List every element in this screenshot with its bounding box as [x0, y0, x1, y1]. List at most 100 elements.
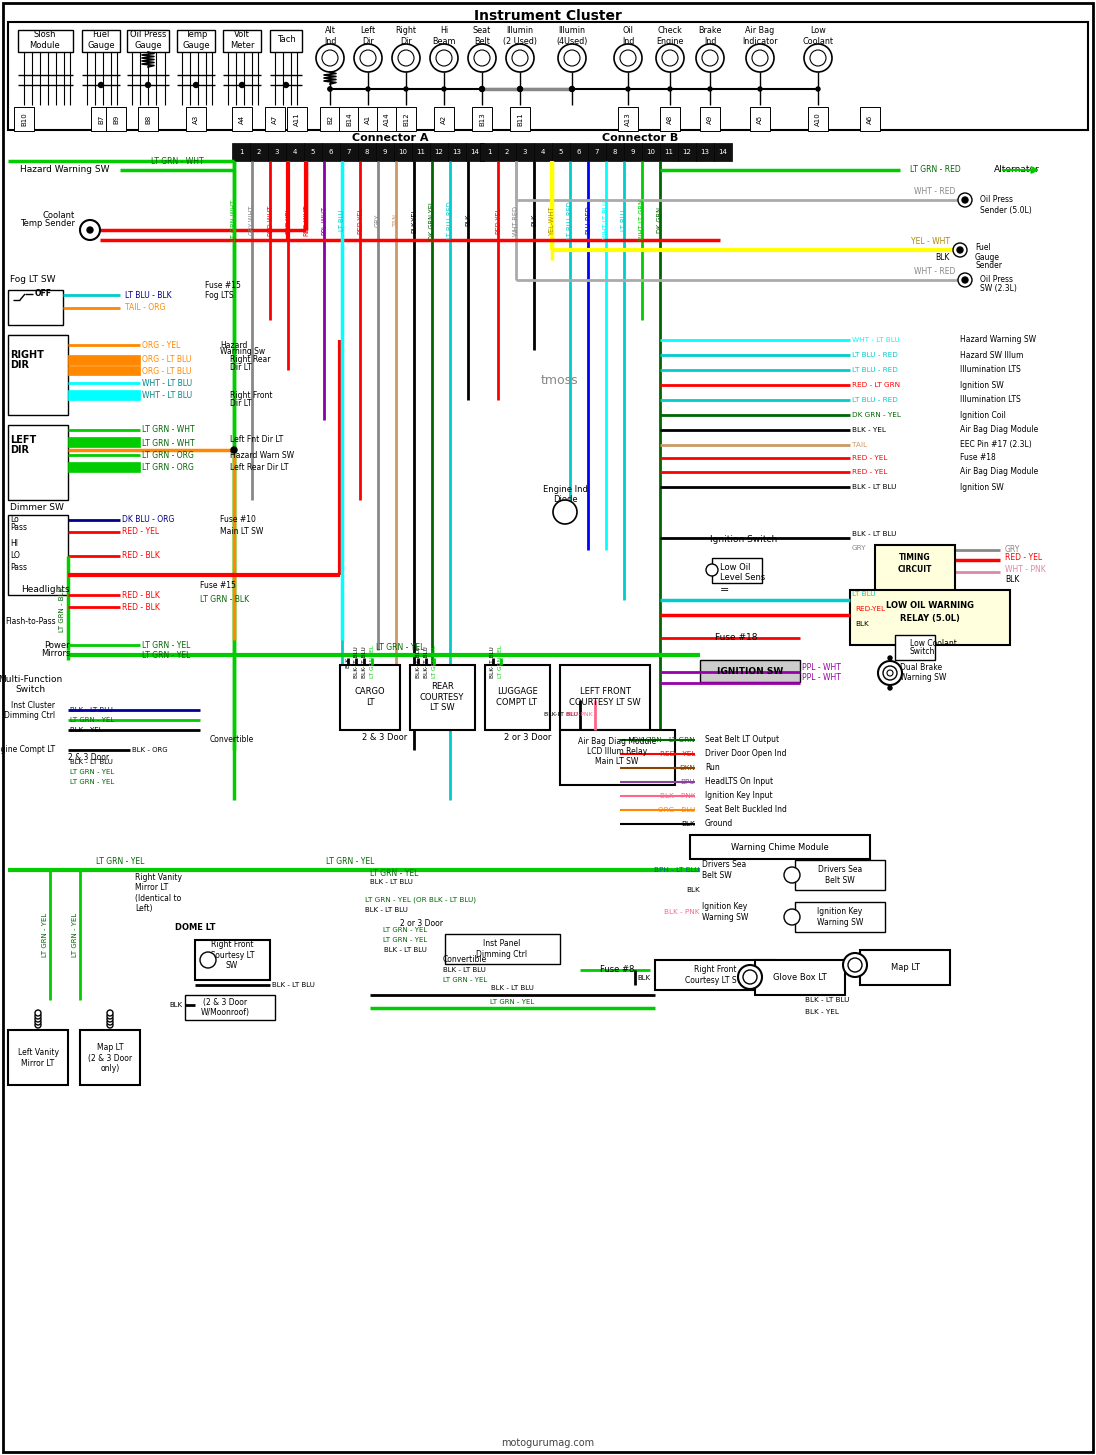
Bar — [655, 960, 775, 989]
Circle shape — [99, 83, 103, 87]
Text: Fog LT SW: Fog LT SW — [10, 275, 56, 285]
Circle shape — [708, 87, 712, 92]
Circle shape — [888, 685, 892, 690]
Text: RED-YEL: RED-YEL — [357, 207, 363, 234]
Text: OFF: OFF — [35, 290, 52, 298]
Text: 2: 2 — [256, 148, 261, 156]
Text: PPL - WHT: PPL - WHT — [802, 674, 841, 682]
Text: Low Coolant: Low Coolant — [910, 639, 957, 647]
Text: BLK - LT BLU: BLK - LT BLU — [365, 906, 408, 912]
Circle shape — [883, 666, 897, 679]
Circle shape — [392, 44, 420, 71]
Text: LT BLU-RED: LT BLU-RED — [447, 201, 453, 239]
Text: Convertible: Convertible — [210, 735, 254, 745]
Text: Warning Chime Module: Warning Chime Module — [731, 842, 829, 851]
Text: 12: 12 — [683, 148, 692, 156]
Circle shape — [473, 49, 490, 65]
Text: Pass: Pass — [10, 524, 27, 533]
Text: Tach: Tach — [276, 35, 296, 45]
Text: LCD Illum Relay: LCD Illum Relay — [586, 748, 647, 757]
Text: Left): Left) — [135, 904, 152, 912]
Text: Fuse #18: Fuse #18 — [960, 454, 996, 463]
Text: BLK: BLK — [1005, 576, 1019, 585]
Bar — [68, 367, 140, 375]
Bar — [186, 108, 206, 131]
Text: DIR: DIR — [10, 445, 28, 455]
Text: Seat Belt LT Output: Seat Belt LT Output — [705, 735, 779, 745]
Text: Power: Power — [44, 640, 70, 649]
Text: Left Vanity
Mirror LT: Left Vanity Mirror LT — [18, 1048, 58, 1068]
Text: BLK-LT BLU: BLK-LT BLU — [491, 646, 495, 678]
Text: LT GRN - ORG: LT GRN - ORG — [142, 451, 194, 460]
Text: LT GRN-YEL: LT GRN-YEL — [499, 646, 503, 678]
Bar — [410, 665, 475, 730]
Bar — [68, 355, 140, 365]
Text: 12: 12 — [434, 148, 444, 156]
Text: BLK: BLK — [637, 975, 650, 981]
Text: 9: 9 — [631, 148, 636, 156]
Text: BLK - LT BLU: BLK - LT BLU — [852, 485, 897, 490]
Text: B2: B2 — [327, 115, 333, 124]
Text: LEFT FRONT
COURTESY LT SW: LEFT FRONT COURTESY LT SW — [569, 687, 641, 707]
Circle shape — [322, 49, 338, 65]
Bar — [304, 143, 322, 162]
Text: LT GRN - YEL: LT GRN - YEL — [70, 770, 114, 776]
Text: LT GRN - YEL: LT GRN - YEL — [70, 778, 114, 786]
Text: 5: 5 — [311, 148, 316, 156]
Circle shape — [564, 49, 580, 65]
Bar — [270, 31, 302, 52]
Text: Drivers Sea
Belt SW: Drivers Sea Belt SW — [818, 866, 863, 885]
Text: 3: 3 — [275, 148, 279, 156]
Bar — [560, 665, 650, 730]
Text: DK GRN - YEL: DK GRN - YEL — [852, 412, 901, 418]
Text: A2: A2 — [441, 115, 447, 124]
Circle shape — [480, 86, 484, 92]
Bar — [624, 143, 642, 162]
Text: (Identical to: (Identical to — [135, 893, 181, 902]
Text: LO: LO — [10, 550, 20, 560]
Text: DKN: DKN — [680, 765, 695, 771]
Text: BLK - YEL: BLK - YEL — [852, 426, 886, 434]
Text: 11: 11 — [664, 148, 674, 156]
Text: Headlights: Headlights — [22, 585, 70, 595]
Bar — [322, 143, 340, 162]
Text: DK GRN: DK GRN — [657, 207, 663, 233]
Text: RED - YEL: RED - YEL — [852, 455, 888, 461]
Text: BLK - LT BLU: BLK - LT BLU — [70, 760, 113, 765]
Text: B7: B7 — [98, 115, 104, 124]
Text: Brake
Ind: Brake Ind — [698, 26, 721, 45]
Text: motogurumag.com: motogurumag.com — [502, 1438, 594, 1448]
Text: WHT - RED: WHT - RED — [914, 188, 955, 196]
Text: LT GRN - YEL: LT GRN - YEL — [95, 857, 145, 867]
Text: BLK - ORG: BLK - ORG — [132, 746, 168, 754]
Circle shape — [738, 965, 762, 989]
Text: A13: A13 — [625, 112, 631, 127]
Text: Sender: Sender — [975, 262, 1002, 271]
Text: B13: B13 — [479, 112, 486, 127]
Bar — [269, 143, 286, 162]
Text: Low Oil: Low Oil — [720, 563, 751, 572]
Text: RED-WHT: RED-WHT — [267, 204, 273, 236]
Bar — [516, 143, 534, 162]
Text: RED - YEL: RED - YEL — [122, 528, 159, 537]
Text: BLK: BLK — [345, 656, 351, 668]
Text: Pass: Pass — [10, 563, 27, 572]
Text: Main LT SW: Main LT SW — [595, 758, 639, 767]
Text: A9: A9 — [707, 115, 713, 124]
Text: TAIL - ORG: TAIL - ORG — [125, 304, 165, 313]
Text: BLK - LT BLU: BLK - LT BLU — [384, 947, 427, 953]
Bar — [466, 143, 484, 162]
Text: DIR: DIR — [10, 359, 28, 370]
Text: A6: A6 — [867, 115, 874, 124]
Bar — [445, 934, 560, 965]
Bar — [185, 995, 275, 1020]
Text: Flash-to-Pass: Flash-to-Pass — [5, 617, 56, 627]
Circle shape — [240, 83, 244, 87]
Text: Dir LT: Dir LT — [230, 364, 252, 372]
Text: Dual Brake: Dual Brake — [900, 663, 943, 672]
Text: BLK: BLK — [170, 1002, 183, 1008]
Text: BLK - YEL: BLK - YEL — [804, 1008, 838, 1016]
Text: 4: 4 — [540, 148, 545, 156]
Circle shape — [316, 44, 344, 71]
Bar — [222, 31, 261, 52]
